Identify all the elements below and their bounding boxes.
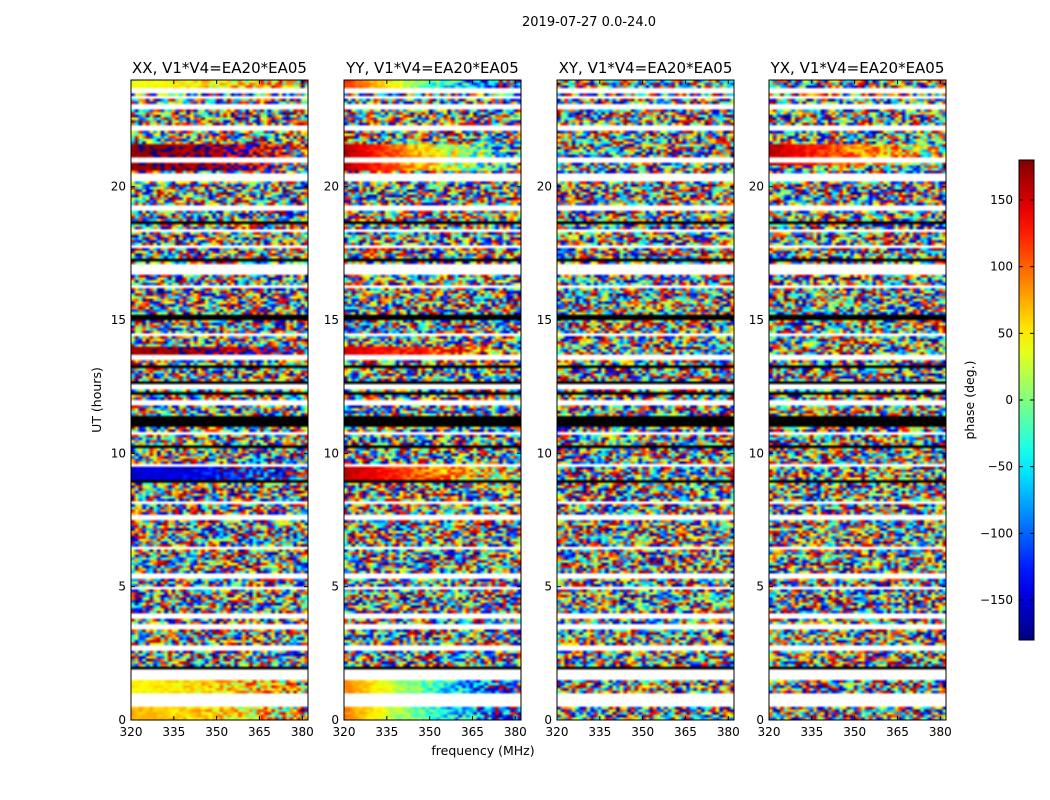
panel-title: YY, V1*V4=EA20*EA05 xyxy=(345,59,519,77)
y-tick-label: 20 xyxy=(324,180,339,194)
panel-frame xyxy=(343,79,522,721)
panel-frame xyxy=(130,79,309,721)
x-tick-label: 365 xyxy=(248,725,271,739)
y-tick-label: 15 xyxy=(111,313,126,327)
x-axis-label: frequency (MHz) xyxy=(431,743,534,758)
panel-title: YX, V1*V4=EA20*EA05 xyxy=(770,59,945,77)
phase-heatmap xyxy=(131,80,308,720)
y-tick-label: 20 xyxy=(537,180,552,194)
colorbar-tick-label: 100 xyxy=(990,260,1013,274)
x-tick-label: 380 xyxy=(929,725,952,739)
y-tick-label: 0 xyxy=(544,713,552,727)
x-tick-label: 350 xyxy=(205,725,228,739)
colorbar-label: phase (deg.) xyxy=(962,361,977,440)
y-tick-label: 5 xyxy=(118,580,126,594)
heatmap-panels: XX, V1*V4=EA20*EA05 320 335 350 365 380 0 5 10 15… xyxy=(111,59,952,739)
panel-title: XX, V1*V4=EA20*EA05 xyxy=(132,59,307,77)
x-tick-label: 335 xyxy=(800,725,823,739)
phase-heatmap xyxy=(557,80,734,720)
x-tick-label: 380 xyxy=(717,725,740,739)
y-tick-label: 0 xyxy=(331,713,339,727)
panel-title: XY, V1*V4=EA20*EA05 xyxy=(559,59,733,77)
y-tick-label: 10 xyxy=(749,446,764,460)
x-tick-label: 365 xyxy=(674,725,697,739)
y-tick-label: 20 xyxy=(111,180,126,194)
y-tick-label: 5 xyxy=(544,580,552,594)
figure-title: 2019-07-27 0.0-24.0 xyxy=(522,15,656,30)
y-tick-label: 20 xyxy=(749,180,764,194)
x-tick-label: 380 xyxy=(291,725,314,739)
x-tick-label: 320 xyxy=(120,725,143,739)
colorbar-tick-label: 0 xyxy=(1005,393,1013,407)
colorbar-tick-label: 50 xyxy=(998,326,1013,340)
x-tick-label: 350 xyxy=(843,725,866,739)
colorbar-tick-label: 150 xyxy=(990,193,1013,207)
x-tick-label: 380 xyxy=(504,725,527,739)
y-tick-label: 15 xyxy=(537,313,552,327)
y-tick-label: 10 xyxy=(111,446,126,460)
x-tick-label: 320 xyxy=(758,725,781,739)
colorbar-tick-label: −50 xyxy=(988,460,1013,474)
x-tick-label: 365 xyxy=(886,725,909,739)
panel-xx: XX, V1*V4=EA20*EA05 320 335 350 365 380 0 5 10 15… xyxy=(111,59,314,739)
y-tick-label: 5 xyxy=(756,580,764,594)
x-tick-label: 320 xyxy=(546,725,569,739)
phase-heatmap xyxy=(769,80,946,720)
y-tick-label: 0 xyxy=(756,713,764,727)
colorbar-tick-label: −150 xyxy=(980,593,1013,607)
y-tick-label: 10 xyxy=(324,446,339,460)
panel-yy: YY, V1*V4=EA20*EA05 320 335 350 365 380 0 5 10 15… xyxy=(324,59,527,739)
y-tick-label: 10 xyxy=(537,446,552,460)
x-tick-label: 365 xyxy=(461,725,484,739)
x-tick-label: 350 xyxy=(631,725,654,739)
colorbar-tick-label: −100 xyxy=(980,526,1013,540)
colorbar: 150 100 50 0 −50 −100 −150 xyxy=(980,159,1035,641)
x-tick-label: 335 xyxy=(162,725,185,739)
y-tick-label: 15 xyxy=(324,313,339,327)
y-tick-label: 15 xyxy=(749,313,764,327)
panel-xy: XY, V1*V4=EA20*EA05 320 335 350 365 380 0 5 10 15… xyxy=(537,59,740,739)
x-tick-label: 320 xyxy=(333,725,356,739)
x-tick-label: 335 xyxy=(588,725,611,739)
panel-yx: YX, V1*V4=EA20*EA05 320 335 350 365 380 0 5 10 15… xyxy=(749,59,952,739)
x-tick-label: 335 xyxy=(375,725,398,739)
x-tick-label: 350 xyxy=(418,725,441,739)
y-tick-label: 0 xyxy=(118,713,126,727)
y-tick-label: 5 xyxy=(331,580,339,594)
phase-heatmap xyxy=(344,80,521,720)
y-axis-label: UT (hours) xyxy=(89,367,104,433)
panel-frame xyxy=(556,79,735,721)
panel-frame xyxy=(768,79,947,721)
